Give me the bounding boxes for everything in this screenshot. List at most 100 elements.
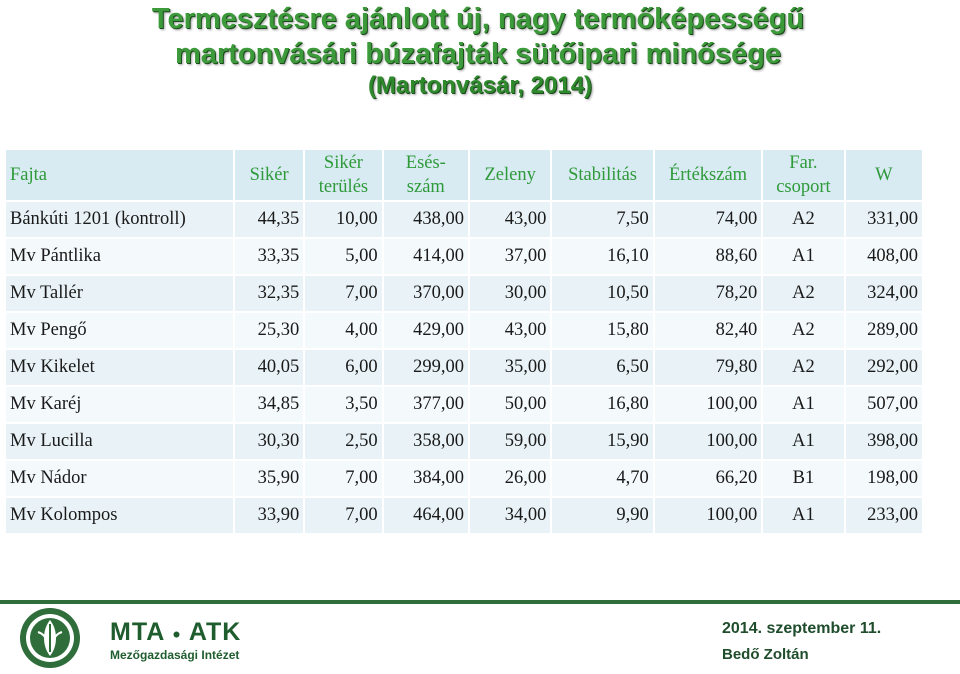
cell-siker-terules: 10,00 <box>305 202 382 237</box>
cell-variety: Bánkúti 1201 (kontroll) <box>6 202 233 237</box>
header-ertekszam: Értékszám <box>654 150 762 200</box>
cell-siker-terules: 2,50 <box>305 424 382 459</box>
cell-far-csoport: B1 <box>763 461 844 496</box>
cell-far-csoport: A2 <box>763 313 844 348</box>
cell-ertekszam: 100,00 <box>654 424 762 459</box>
cell-stabilitas: 7,50 <box>552 202 653 237</box>
header-siker: Sikér <box>235 150 304 200</box>
cell-w: 398,00 <box>845 424 922 459</box>
cell-far-csoport: A2 <box>763 276 844 311</box>
table-row: Mv Pántlika 33,35 5,00 414,00 37,00 16,10 88,6… <box>6 239 922 274</box>
cell-w: 507,00 <box>845 387 922 422</box>
header-siker-terules: Sikér terülés <box>305 150 382 200</box>
cell-stabilitas: 6,50 <box>552 350 653 385</box>
cell-far-csoport: A1 <box>763 424 844 459</box>
cell-esesszam: 377,00 <box>383 387 468 422</box>
cell-ertekszam: 74,00 <box>654 202 762 237</box>
mta-atk-logo-icon <box>20 608 80 668</box>
cell-stabilitas: 4,70 <box>552 461 653 496</box>
cell-ertekszam: 100,00 <box>654 498 762 533</box>
table-row: Mv Karéj 34,85 3,50 377,00 50,00 16,80 100,00 A… <box>6 387 922 422</box>
cell-esesszam: 370,00 <box>383 276 468 311</box>
table-row: Mv Nádor 35,90 7,00 384,00 26,00 4,70 66,20 B1 1… <box>6 461 922 496</box>
cell-ertekszam: 78,20 <box>654 276 762 311</box>
cell-stabilitas: 9,90 <box>552 498 653 533</box>
cell-variety: Mv Karéj <box>6 387 233 422</box>
header-w: W <box>845 150 922 200</box>
cell-zeleny: 43,00 <box>470 202 551 237</box>
cell-esesszam: 414,00 <box>383 239 468 274</box>
cell-ertekszam: 82,40 <box>654 313 762 348</box>
cell-esesszam: 358,00 <box>383 424 468 459</box>
cell-esesszam: 299,00 <box>383 350 468 385</box>
cell-variety: Mv Pántlika <box>6 239 233 274</box>
cell-zeleny: 34,00 <box>470 498 551 533</box>
table-row: Mv Pengő 25,30 4,00 429,00 43,00 15,80 82,40 A2… <box>6 313 922 348</box>
cell-stabilitas: 15,90 <box>552 424 653 459</box>
quality-table: Fajta Sikér Sikér terülés Esés-szám Zelen… <box>4 148 924 535</box>
cell-esesszam: 438,00 <box>383 202 468 237</box>
cell-w: 198,00 <box>845 461 922 496</box>
cell-stabilitas: 10,50 <box>552 276 653 311</box>
table-row: Bánkúti 1201 (kontroll) 44,35 10,00 438,00 4… <box>6 202 922 237</box>
cell-w: 331,00 <box>845 202 922 237</box>
footer <box>0 604 960 674</box>
cell-siker-terules: 7,00 <box>305 498 382 533</box>
header-zeleny: Zeleny <box>470 150 551 200</box>
presentation-date: 2014. szeptember 11. <box>722 620 882 637</box>
cell-zeleny: 50,00 <box>470 387 551 422</box>
cell-variety: Mv Pengő <box>6 313 233 348</box>
cell-siker: 35,90 <box>235 461 304 496</box>
institute-name: Mezőgazdasági Intézet <box>110 648 240 662</box>
cell-stabilitas: 16,10 <box>552 239 653 274</box>
cell-ertekszam: 79,80 <box>654 350 762 385</box>
cell-siker: 40,05 <box>235 350 304 385</box>
header-far-csoport: Far. csoport <box>763 150 844 200</box>
cell-zeleny: 43,00 <box>470 313 551 348</box>
cell-siker-terules: 4,00 <box>305 313 382 348</box>
title-line-3: (Martonvásár, 2014) <box>367 72 593 99</box>
cell-siker: 30,30 <box>235 424 304 459</box>
cell-ertekszam: 66,20 <box>654 461 762 496</box>
cell-esesszam: 384,00 <box>383 461 468 496</box>
cell-esesszam: 429,00 <box>383 313 468 348</box>
cell-siker-terules: 7,00 <box>305 276 382 311</box>
cell-siker-terules: 5,00 <box>305 239 382 274</box>
cell-far-csoport: A1 <box>763 387 844 422</box>
cell-siker: 34,85 <box>235 387 304 422</box>
cell-far-csoport: A2 <box>763 202 844 237</box>
cell-zeleny: 26,00 <box>470 461 551 496</box>
cell-w: 408,00 <box>845 239 922 274</box>
cell-siker-terules: 6,00 <box>305 350 382 385</box>
org-name: MTA ● ATK <box>110 618 242 646</box>
cell-far-csoport: A2 <box>763 350 844 385</box>
table-header-row: Fajta Sikér Sikér terülés Esés-szám Zelen… <box>6 150 922 200</box>
cell-siker-terules: 7,00 <box>305 461 382 496</box>
cell-zeleny: 30,00 <box>470 276 551 311</box>
table-row: Mv Kolompos 33,90 7,00 464,00 34,00 9,90 100,0… <box>6 498 922 533</box>
cell-zeleny: 37,00 <box>470 239 551 274</box>
author-name: Bedő Zoltán <box>722 646 809 663</box>
cell-w: 292,00 <box>845 350 922 385</box>
cell-stabilitas: 16,80 <box>552 387 653 422</box>
cell-stabilitas: 15,80 <box>552 313 653 348</box>
table-row: Mv Tallér 32,35 7,00 370,00 30,00 10,50 78,20 A… <box>6 276 922 311</box>
cell-esesszam: 464,00 <box>383 498 468 533</box>
cell-w: 324,00 <box>845 276 922 311</box>
cell-siker-terules: 3,50 <box>305 387 382 422</box>
cell-far-csoport: A1 <box>763 239 844 274</box>
cell-ertekszam: 100,00 <box>654 387 762 422</box>
cell-siker: 33,90 <box>235 498 304 533</box>
cell-variety: Mv Tallér <box>6 276 233 311</box>
cell-w: 233,00 <box>845 498 922 533</box>
cell-zeleny: 59,00 <box>470 424 551 459</box>
title-line-2: martonvásári búzafajták sütőipari minősé… <box>175 38 781 70</box>
title-line-1: Termesztésre ajánlott új, nagy termőképe… <box>151 3 805 35</box>
cell-w: 289,00 <box>845 313 922 348</box>
cell-ertekszam: 88,60 <box>654 239 762 274</box>
cell-siker: 44,35 <box>235 202 304 237</box>
footer-divider <box>0 600 960 604</box>
cell-far-csoport: A1 <box>763 498 844 533</box>
cell-siker: 33,35 <box>235 239 304 274</box>
cell-variety: Mv Lucilla <box>6 424 233 459</box>
